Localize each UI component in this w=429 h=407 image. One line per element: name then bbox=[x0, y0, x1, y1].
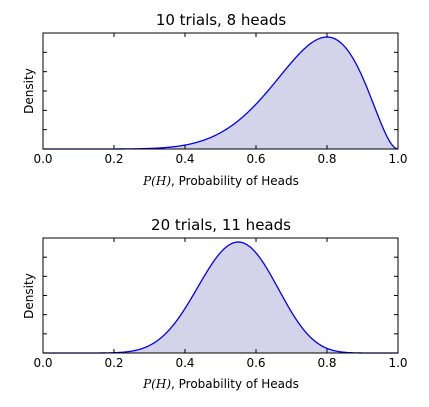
x-tick-label: 0.6 bbox=[246, 152, 265, 166]
chart-bottom-xlabel: P(H), Probability of Heads bbox=[142, 377, 299, 391]
chart-top-ylabel: Density bbox=[22, 68, 36, 114]
chart-bottom-plot: 0.0 0.2 0.4 0.6 0.8 1.0 bbox=[33, 237, 408, 370]
x-tick-label: 1.0 bbox=[388, 152, 407, 166]
chart-top: 10 trials, 8 heads Density 0.0 0.2 0.4 0.6 0… bbox=[22, 11, 408, 188]
x-tick-label: 1.0 bbox=[388, 356, 407, 370]
x-tick-label: 0.0 bbox=[33, 152, 52, 166]
chart-bottom-xlabel-text: , Probability of Heads bbox=[171, 377, 299, 391]
chart-top-plot: 0.0 0.2 0.4 0.6 0.8 1.0 bbox=[33, 32, 408, 166]
x-tick-label: 0.8 bbox=[317, 152, 336, 166]
x-tick-label: 0.2 bbox=[104, 356, 123, 370]
x-tick-label: 0.8 bbox=[317, 356, 336, 370]
chart-bottom-title: 20 trials, 11 heads bbox=[151, 216, 291, 234]
x-tick-label: 0.6 bbox=[246, 356, 265, 370]
density-area bbox=[43, 242, 398, 353]
chart-bottom-ylabel: Density bbox=[22, 273, 36, 319]
density-area bbox=[43, 37, 398, 149]
chart-bottom: 20 trials, 11 heads Density 0.0 0.2 0.4 0.6… bbox=[22, 216, 408, 391]
x-tick-label: 0.4 bbox=[175, 152, 194, 166]
x-tick-label: 0.4 bbox=[175, 356, 194, 370]
chart-bottom-xlabel-math: P(H) bbox=[142, 377, 171, 391]
x-tick-label: 0.0 bbox=[33, 356, 52, 370]
chart-top-xlabel: P(H), Probability of Heads bbox=[142, 174, 299, 188]
chart-top-xlabel-math: P(H) bbox=[142, 174, 171, 188]
chart-top-xlabel-text: , Probability of Heads bbox=[171, 174, 299, 188]
x-tick-label: 0.2 bbox=[104, 152, 123, 166]
chart-top-title: 10 trials, 8 heads bbox=[156, 11, 287, 29]
